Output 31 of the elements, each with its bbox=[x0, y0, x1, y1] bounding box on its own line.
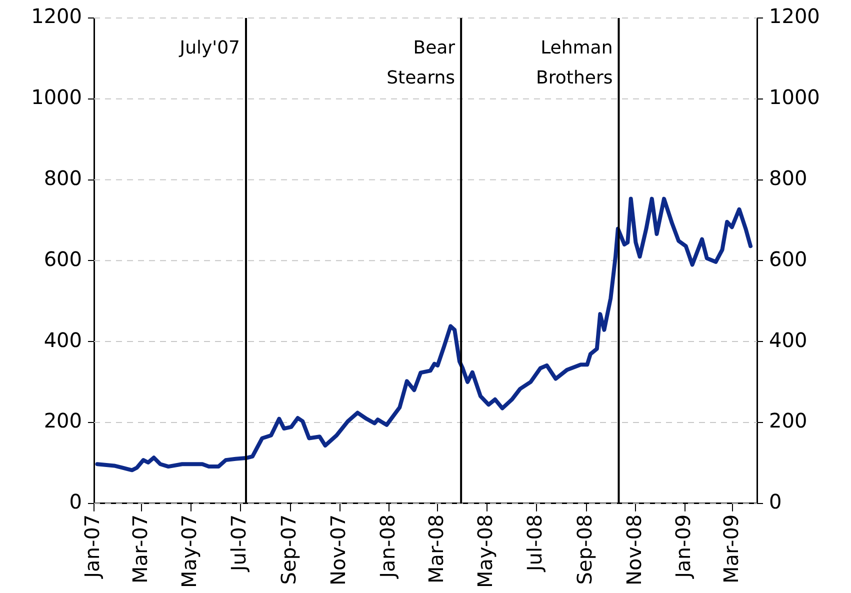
y2-tick-label: 0 bbox=[769, 490, 782, 514]
y2-tick-label: 400 bbox=[769, 328, 808, 352]
ref-line-label: Lehman Brothers bbox=[536, 38, 613, 89]
x-tick-label: Nov-07 bbox=[326, 514, 350, 586]
x-tick-label: May-07 bbox=[177, 514, 202, 588]
x-tick-label: Jul-08 bbox=[522, 514, 546, 574]
x-tick-label: Jan-09 bbox=[671, 514, 696, 580]
x-tick-label: Jul-07 bbox=[226, 514, 251, 574]
x-tick-label: Mar-09 bbox=[718, 514, 743, 584]
y-tick-label: 600 bbox=[44, 246, 82, 271]
y-tick-label: 400 bbox=[44, 328, 82, 352]
x-tick-label: Sep-07 bbox=[276, 514, 301, 585]
x-tick-label: Jan-07 bbox=[80, 514, 104, 580]
ref-line-label: Bear Stearns bbox=[386, 38, 456, 89]
y2-tick-label: 600 bbox=[769, 246, 808, 271]
y-tick-label: 1200 bbox=[31, 4, 82, 28]
y2-tick-label: 1000 bbox=[769, 85, 820, 110]
x-tick-label: Nov-08 bbox=[622, 514, 646, 586]
x-tick-label: Mar-07 bbox=[128, 514, 152, 584]
x-tick-label: May-08 bbox=[473, 514, 498, 588]
y2-tick-label: 200 bbox=[769, 408, 808, 433]
y-tick-label: 0 bbox=[69, 490, 82, 514]
y2-tick-label: 800 bbox=[769, 166, 808, 190]
y-tick-label: 800 bbox=[44, 166, 82, 190]
x-tick-label: Sep-08 bbox=[572, 514, 597, 585]
y2-tick-label: 1200 bbox=[769, 4, 820, 28]
ref-line-label: July'07 bbox=[178, 38, 240, 59]
y-tick-label: 200 bbox=[44, 408, 82, 433]
x-tick-label: Mar-08 bbox=[424, 514, 448, 584]
x-tick-label: Jan-08 bbox=[375, 514, 400, 580]
y-tick-label: 1000 bbox=[31, 85, 82, 110]
